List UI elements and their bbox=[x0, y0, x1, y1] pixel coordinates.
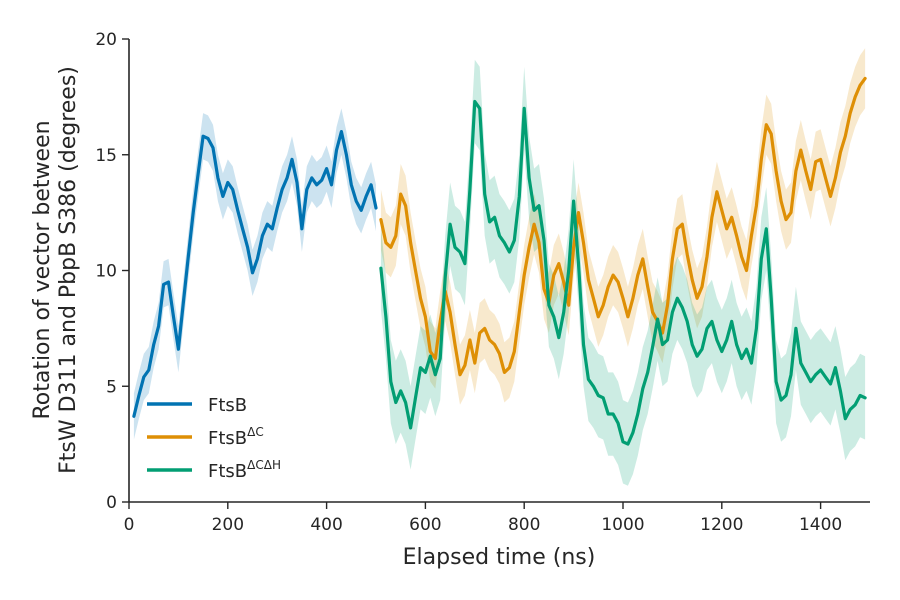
legend-superscript-2: ΔC bbox=[247, 425, 264, 439]
y-axis-title-line-1: Rotation of vector between bbox=[30, 120, 55, 419]
legend-superscript-3: ΔCΔH bbox=[247, 458, 281, 472]
y-axis-title: Rotation of vector between FtsW D311 and… bbox=[30, 66, 81, 474]
y-tick-label: 15 bbox=[95, 146, 117, 166]
legend-label-2: FtsBΔC bbox=[208, 425, 264, 449]
x-tick-label: 400 bbox=[310, 515, 342, 535]
x-tick-label: 800 bbox=[508, 515, 540, 535]
series-band-3 bbox=[380, 59, 866, 486]
confidence-bands bbox=[133, 48, 866, 486]
x-tick-label: 200 bbox=[212, 515, 244, 535]
legend: FtsB FtsBΔC FtsBΔCΔH bbox=[147, 395, 281, 482]
x-axis-title: Elapsed time (ns) bbox=[403, 545, 596, 570]
series-line-3 bbox=[379, 99, 867, 446]
y-tick-label: 0 bbox=[106, 493, 117, 513]
series-line-1 bbox=[132, 130, 378, 418]
x-tick-label: 0 bbox=[124, 515, 135, 535]
series-band-2 bbox=[380, 48, 866, 405]
x-tick-label: 600 bbox=[409, 515, 441, 535]
series-band-1 bbox=[133, 108, 376, 440]
y-tick-label: 10 bbox=[95, 262, 117, 282]
series-line-2 bbox=[379, 76, 867, 377]
y-axis-title-line-2: FtsW D311 and PbpB S386 (degrees) bbox=[56, 66, 81, 474]
y-tick-label: 5 bbox=[106, 377, 117, 397]
y-ticks: 0 5 10 15 20 bbox=[95, 30, 129, 513]
series-lines bbox=[132, 76, 867, 446]
x-tick-label: 1200 bbox=[700, 515, 743, 535]
x-ticks: 0 200 400 600 800 1000 1200 1400 bbox=[124, 502, 842, 535]
legend-label-1: FtsB bbox=[208, 395, 247, 416]
x-tick-label: 1000 bbox=[601, 515, 644, 535]
legend-label-3: FtsBΔCΔH bbox=[208, 458, 281, 482]
x-tick-label: 1400 bbox=[799, 515, 842, 535]
y-tick-label: 20 bbox=[95, 30, 117, 50]
